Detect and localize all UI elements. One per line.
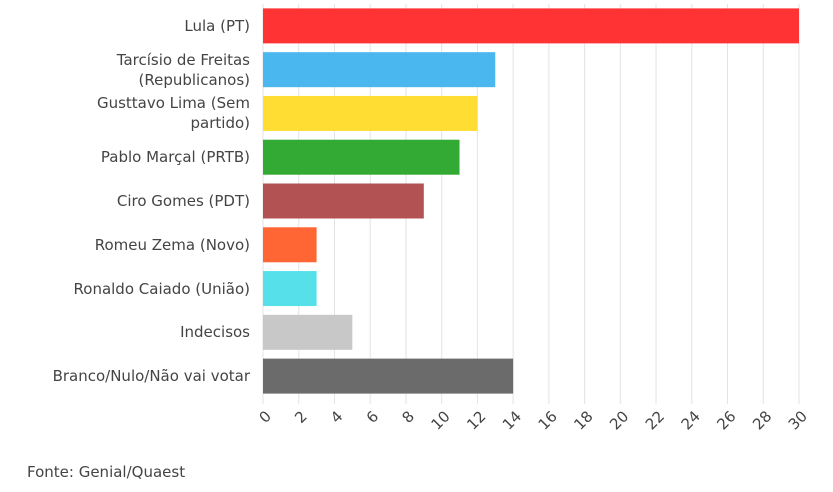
bar (263, 271, 317, 307)
y-tick-label: Ronaldo Caiado (União) (73, 279, 250, 298)
x-tick-label: 20 (606, 407, 632, 433)
x-tick-label: 8 (398, 407, 417, 426)
x-tick-label: 6 (363, 407, 382, 426)
bar (263, 314, 353, 350)
bar (263, 358, 514, 394)
x-tick-label: 0 (256, 407, 275, 426)
bar (263, 183, 424, 219)
y-tick-label: Indecisos (180, 323, 250, 342)
x-tick-label: 30 (785, 407, 811, 433)
y-tick-label: Gusttavo Lima (Sem partido) (96, 94, 250, 133)
x-tick-label: 16 (535, 407, 561, 433)
x-tick-label: 28 (749, 407, 775, 433)
x-tick-label: 12 (463, 407, 489, 433)
y-tick-label: Pablo Marçal (PRTB) (100, 148, 250, 167)
y-tick-label: Ciro Gomes (PDT) (116, 192, 250, 210)
bar (263, 227, 317, 263)
y-tick-label: Romeu Zema (Novo) (94, 235, 250, 254)
y-tick-label: Branco/Nulo/Não vai votar (52, 367, 250, 386)
bar (263, 95, 478, 131)
y-tick-label: Lula (PT) (184, 16, 250, 35)
x-tick-label: 26 (713, 407, 739, 433)
x-tick-label: 24 (678, 407, 704, 433)
x-tick-label: 2 (291, 407, 310, 426)
x-tick-label: 4 (327, 407, 346, 426)
bar (263, 52, 496, 88)
bar (263, 8, 799, 44)
x-tick-label: 22 (642, 407, 668, 433)
bar (263, 139, 460, 175)
source-note: Fonte: Genial/Quaest (27, 463, 186, 481)
x-tick-label: 14 (499, 407, 525, 433)
x-tick-label: 18 (570, 407, 596, 433)
y-tick-label: Tarcísio de Freitas (Republicanos) (116, 50, 250, 89)
x-tick-label: 10 (427, 407, 453, 433)
